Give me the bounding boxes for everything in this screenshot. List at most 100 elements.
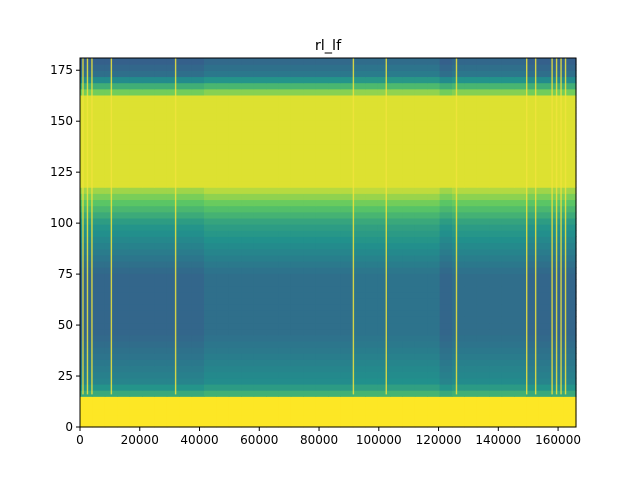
heatmap-cell — [402, 217, 416, 225]
heatmap-cell — [427, 420, 441, 428]
heatmap-cell — [80, 371, 93, 379]
heatmap-cell — [166, 414, 180, 422]
heatmap-cell — [452, 119, 465, 127]
heatmap-cell — [526, 402, 540, 410]
heatmap-cell — [340, 408, 354, 416]
heatmap-cell — [241, 174, 255, 182]
heatmap-cell — [117, 408, 131, 416]
heatmap-cell — [315, 205, 329, 213]
heatmap-cell — [377, 377, 391, 385]
heatmap-cell — [266, 82, 279, 90]
heatmap-cell — [315, 340, 329, 348]
heatmap-cell — [352, 365, 366, 373]
heatmap-cell — [154, 390, 168, 397]
heatmap-cell — [427, 310, 441, 317]
heatmap-cell — [315, 101, 329, 108]
heatmap-cell — [427, 353, 441, 360]
heatmap-cell — [439, 58, 453, 65]
heatmap-cell — [315, 211, 329, 219]
heatmap-cell — [80, 76, 93, 84]
heatmap-cell — [427, 174, 441, 182]
heatmap-cell — [340, 107, 354, 114]
heatmap-cell — [204, 334, 217, 342]
heatmap-cell — [501, 254, 515, 262]
heatmap-cell — [266, 224, 279, 231]
heatmap-cell — [563, 254, 577, 262]
heatmap-cell — [241, 156, 255, 164]
heatmap-cell — [526, 70, 540, 78]
heatmap-cell — [526, 359, 540, 367]
heatmap-cell — [377, 365, 391, 373]
heatmap-cell — [204, 242, 217, 250]
heatmap-cell — [129, 88, 143, 96]
heatmap-cell — [290, 304, 304, 311]
heatmap-cell — [538, 217, 552, 225]
heatmap-cell — [489, 205, 503, 213]
heatmap-cell — [241, 279, 255, 287]
heatmap-cell — [315, 365, 329, 373]
heatmap-cell — [228, 230, 242, 237]
heatmap-cell — [117, 187, 131, 194]
heatmap-cell — [179, 267, 193, 274]
heatmap-cell — [340, 260, 354, 268]
heatmap-cell — [402, 230, 416, 237]
heatmap-cell — [377, 273, 391, 280]
heatmap-cell — [452, 181, 465, 188]
heatmap-cell — [340, 224, 354, 231]
heatmap-cell — [414, 267, 428, 274]
heatmap-cell — [551, 353, 565, 360]
heatmap-cell — [278, 88, 292, 96]
heatmap-cell — [92, 310, 106, 317]
heatmap-cell — [464, 248, 478, 256]
heatmap-cell — [489, 156, 503, 164]
heatmap-cell — [352, 58, 366, 65]
heatmap-cell — [514, 285, 527, 293]
heatmap-cell — [315, 291, 329, 299]
heatmap-cell — [117, 162, 131, 170]
heatmap-cell — [80, 365, 93, 373]
heatmap-cell — [352, 310, 366, 317]
y-tick-label: 100 — [50, 216, 73, 230]
heatmap-cell — [452, 205, 465, 213]
heatmap-cell — [538, 88, 552, 96]
heatmap-cell — [228, 279, 242, 287]
heatmap-cell — [464, 359, 478, 367]
heatmap-cell — [328, 402, 341, 410]
heatmap-cell — [538, 340, 552, 348]
heatmap-cell — [340, 187, 354, 194]
heatmap-cell — [328, 224, 341, 231]
heatmap-cell — [427, 119, 441, 127]
heatmap-cell — [179, 205, 193, 213]
heatmap-cell — [303, 107, 317, 114]
heatmap-cell — [377, 193, 391, 201]
heatmap-cell — [166, 88, 180, 96]
heatmap-cell — [266, 217, 279, 225]
heatmap-cell — [266, 316, 279, 324]
heatmap-cell — [439, 248, 453, 256]
heatmap-cell — [216, 383, 230, 391]
y-tick-label: 175 — [50, 63, 73, 77]
heatmap-cell — [166, 107, 180, 114]
heatmap-cell — [439, 273, 453, 280]
heatmap-cell — [315, 230, 329, 237]
heatmap-cell — [352, 279, 366, 287]
heatmap-cell — [278, 347, 292, 354]
heatmap-cell — [526, 125, 540, 133]
heatmap-cell — [390, 70, 403, 78]
heatmap-cell — [439, 383, 453, 391]
heatmap-cell — [476, 224, 490, 231]
heatmap-cell — [390, 168, 403, 176]
heatmap-cell — [303, 211, 317, 219]
heatmap-cell — [514, 260, 527, 268]
heatmap-cell — [303, 310, 317, 317]
heatmap-cell — [551, 377, 565, 385]
heatmap-cell — [253, 328, 267, 336]
heatmap-cell — [563, 420, 577, 428]
heatmap-cell — [328, 230, 341, 237]
heatmap-cell — [476, 70, 490, 78]
heatmap-cell — [476, 390, 490, 397]
heatmap-cell — [390, 377, 403, 385]
heatmap-cell — [365, 248, 379, 256]
heatmap-cell — [80, 181, 93, 188]
heatmap-cell — [563, 199, 577, 207]
